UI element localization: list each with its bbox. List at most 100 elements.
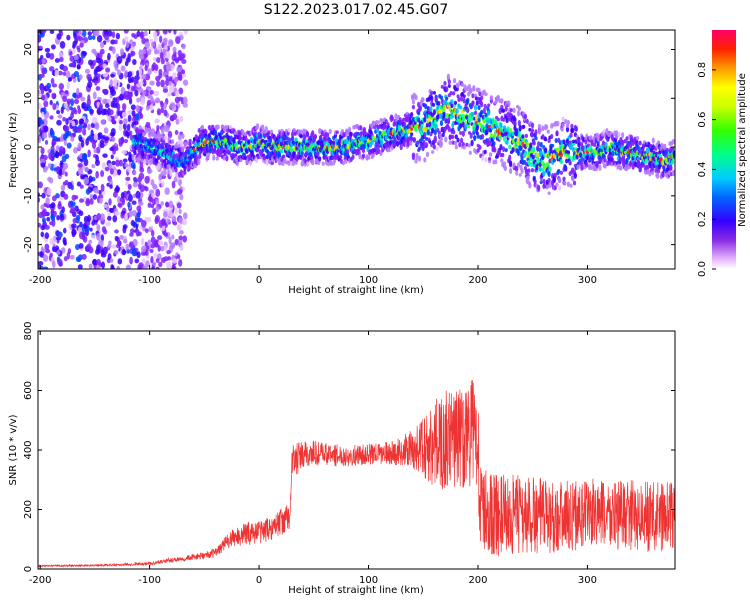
heatmap-cell (130, 104, 136, 111)
heatmap-cell (149, 80, 155, 86)
heatmap-cell (38, 135, 42, 144)
heatmap-cell (157, 235, 163, 241)
heatmap-cell (173, 30, 177, 35)
heatmap-cell (54, 152, 60, 157)
heatmap-cell (430, 95, 434, 102)
heatmap-cell (107, 244, 112, 249)
heatmap-cell (215, 156, 219, 161)
heatmap-cell (475, 124, 479, 131)
heatmap-cell (183, 145, 187, 149)
heatmap-cell (126, 83, 131, 90)
heatmap-cell (135, 190, 141, 199)
heatmap-cell (530, 162, 534, 168)
heatmap-cell (93, 75, 99, 83)
heatmap-cell (611, 150, 615, 157)
heatmap-cell (307, 155, 311, 161)
heatmap-cell (169, 170, 173, 177)
heatmap-cell (517, 106, 521, 112)
heatmap-cell (153, 252, 157, 259)
heatmap-cell (43, 100, 49, 108)
heatmap-cell (656, 172, 660, 179)
heatmap-cell (344, 157, 348, 164)
heatmap-cell (82, 128, 87, 136)
heatmap-cell (516, 110, 521, 117)
heatmap-cell (378, 130, 382, 136)
heatmap-cell (276, 138, 281, 144)
heatmap-cell (492, 141, 496, 146)
heatmap-cell (130, 219, 136, 227)
heatmap-cell (438, 108, 442, 115)
heatmap-cell (46, 216, 51, 222)
heatmap-cell (475, 131, 479, 136)
heatmap-cell (560, 127, 564, 132)
heatmap-cell (147, 140, 151, 147)
heatmap-cell (147, 239, 152, 248)
heatmap-cell (89, 227, 93, 232)
x-tick-label: 100 (359, 575, 378, 586)
heatmap-cell (213, 148, 217, 154)
heatmap-cell (670, 159, 675, 165)
heatmap-cell (162, 30, 168, 35)
heatmap-cell (148, 132, 152, 138)
heatmap-cell (48, 152, 54, 160)
heatmap-cell (453, 100, 458, 105)
heatmap-cell (127, 166, 132, 173)
heatmap-cell (168, 236, 172, 245)
heatmap-cell (644, 159, 648, 165)
heatmap-cell (473, 110, 478, 116)
heatmap-cell (525, 118, 529, 124)
heatmap-cell (480, 109, 484, 115)
heatmap-cell (447, 84, 451, 88)
heatmap-cell (153, 46, 158, 55)
heatmap-cell (509, 127, 513, 134)
heatmap-cell (62, 95, 68, 103)
heatmap-cell (107, 116, 112, 122)
heatmap-cell (113, 249, 119, 255)
heatmap-cell (69, 106, 73, 111)
heatmap-cell (44, 232, 50, 239)
heatmap-cell (123, 238, 128, 244)
heatmap-cell (70, 112, 74, 119)
heatmap-cell (48, 177, 54, 184)
heatmap-cell (341, 160, 345, 166)
heatmap-cell (156, 253, 162, 260)
heatmap-cell (619, 165, 623, 171)
heatmap-cell (126, 249, 130, 254)
heatmap-cell (160, 79, 165, 88)
heatmap-cell (98, 190, 102, 195)
heatmap-cell (430, 90, 434, 95)
heatmap-cell (156, 80, 161, 87)
heatmap-cell (49, 100, 53, 106)
heatmap-cell (184, 141, 188, 147)
heatmap-cell (264, 126, 268, 133)
heatmap-cell (410, 112, 414, 118)
heatmap-cell (165, 78, 170, 87)
heatmap-cell (471, 112, 475, 116)
heatmap-cell (450, 99, 454, 104)
heatmap-cell (105, 205, 110, 213)
heatmap-cell (81, 153, 87, 161)
heatmap-cell (57, 258, 63, 266)
heatmap-cell (86, 243, 92, 250)
heatmap-cell (56, 214, 61, 221)
heatmap-cell (148, 129, 152, 134)
heatmap-cell (467, 143, 472, 148)
heatmap-cell (544, 137, 548, 142)
heatmap-cell (128, 194, 133, 203)
heatmap-cell (181, 133, 185, 139)
heatmap-cell (557, 169, 561, 174)
heatmap-cell (79, 42, 84, 48)
heatmap-cell (530, 168, 535, 173)
heatmap-cell (127, 71, 133, 78)
heatmap-cell (649, 145, 653, 149)
heatmap-cell (238, 134, 242, 140)
heatmap-cell (59, 160, 64, 165)
heatmap-cell (178, 178, 182, 186)
heatmap-cell (146, 216, 152, 223)
heatmap-cell (167, 130, 173, 139)
heatmap-cell (602, 154, 606, 160)
heatmap-cell (170, 82, 175, 89)
heatmap-cell (480, 133, 485, 140)
heatmap-cell (528, 127, 532, 132)
